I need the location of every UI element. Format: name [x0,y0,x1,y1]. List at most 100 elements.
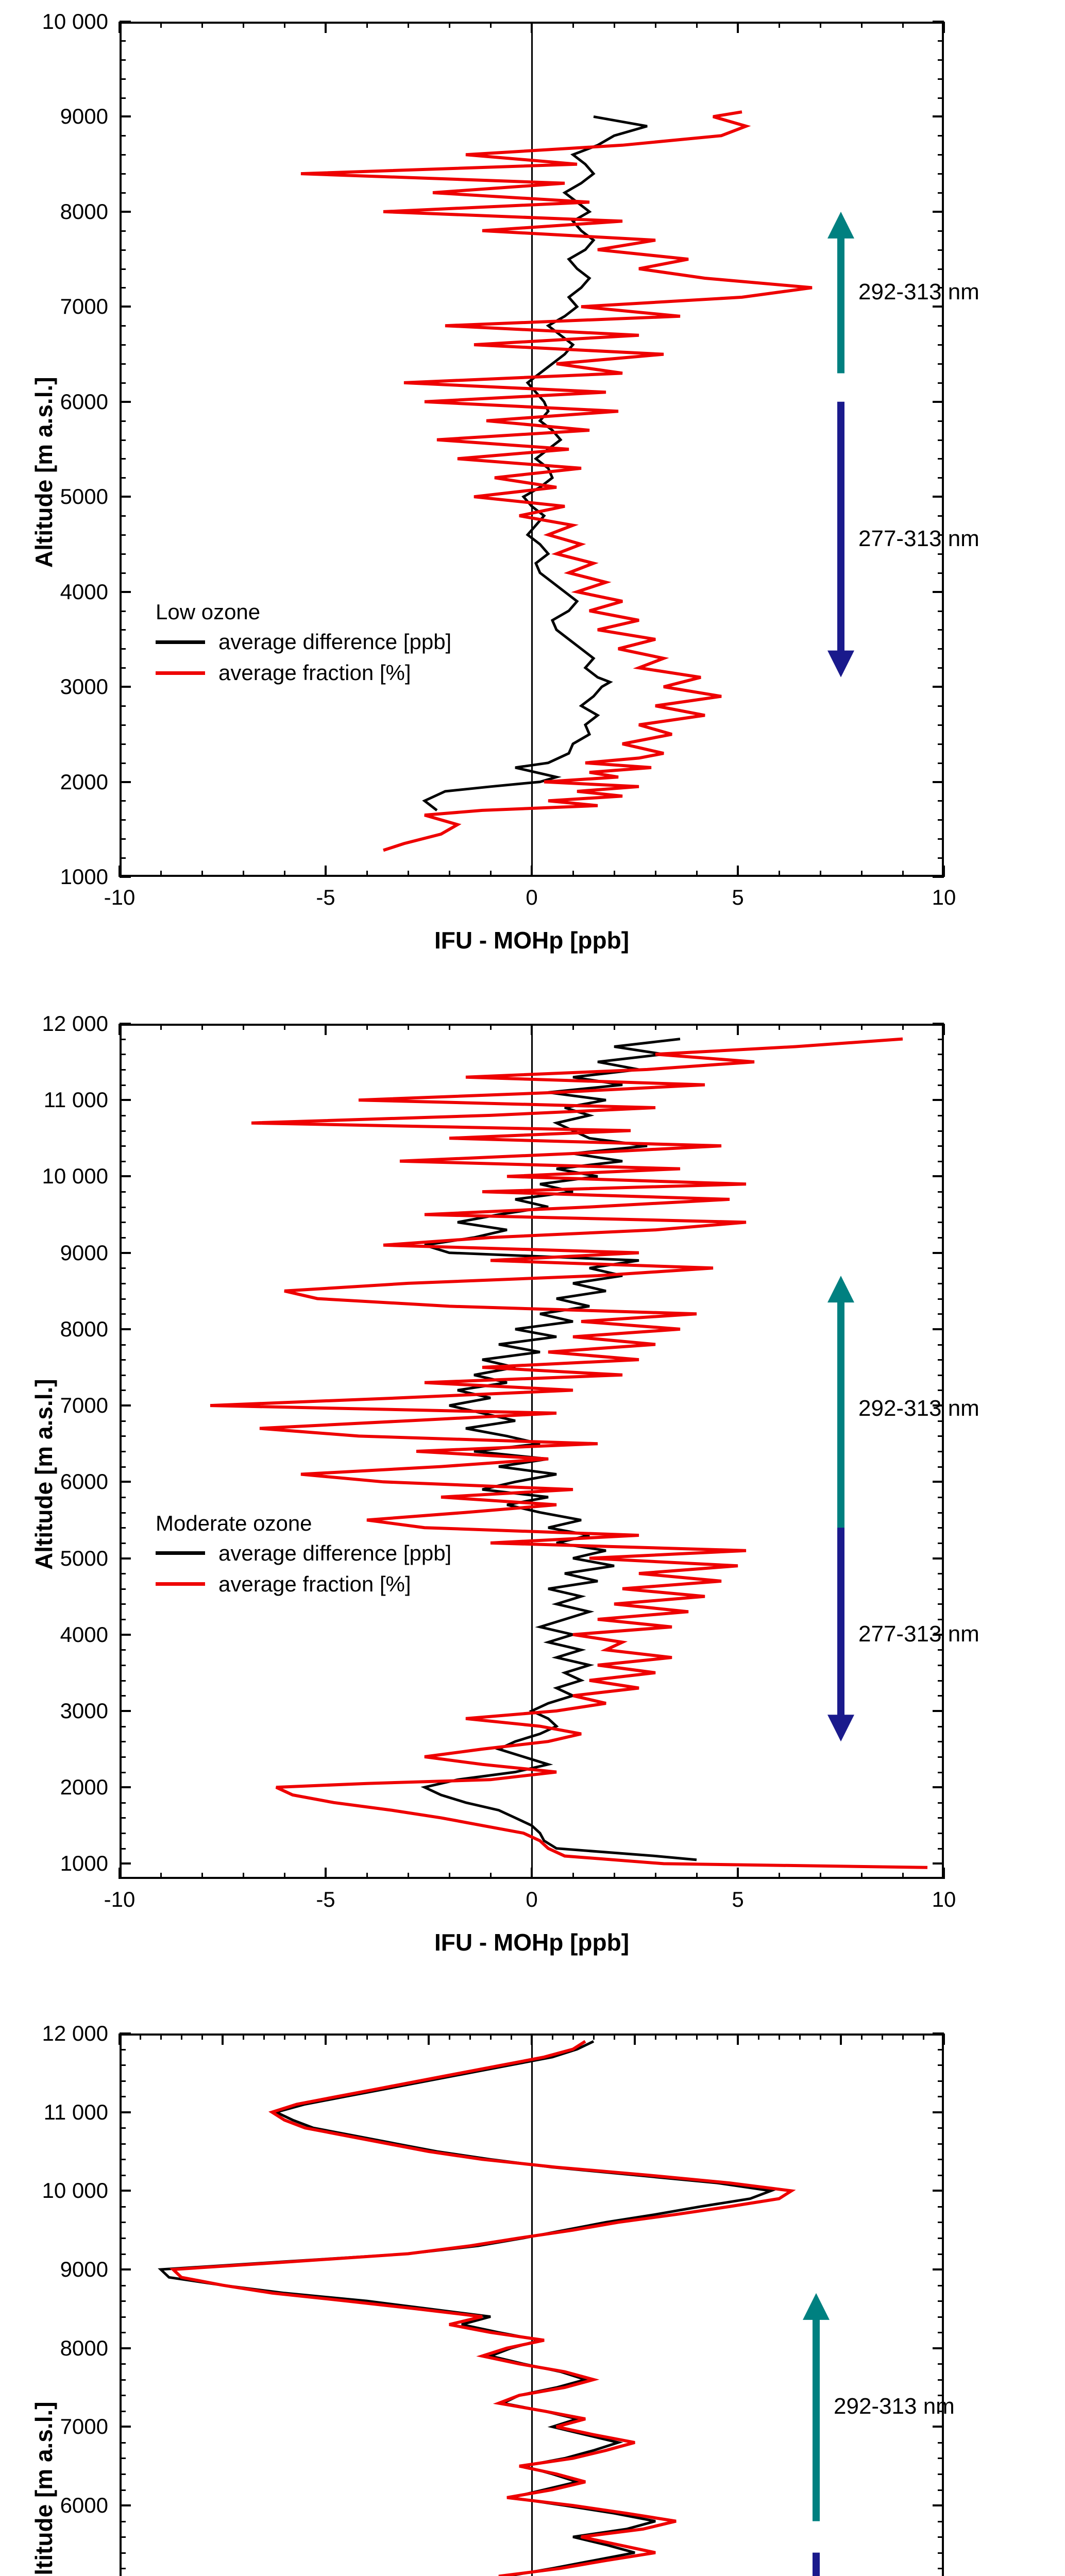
y-axis-minor-tick-right [938,800,944,802]
annotation-canvas [827,1276,854,1742]
y-axis-major-tick-right [933,210,944,213]
y-axis-minor-tick [120,1725,126,1727]
y-axis-minor-tick [120,1206,126,1208]
y-axis-minor-tick [120,1619,126,1621]
y-axis-minor-tick [120,1741,126,1743]
y-axis-minor-tick-right [938,1389,944,1392]
x-axis-minor-tick-top [779,1024,780,1030]
x-axis-major-tick-top [325,22,327,33]
y-axis-minor-tick-right [938,173,944,175]
x-axis-minor-tick-top [284,2033,285,2040]
y-axis-minor-tick-right [938,1833,944,1835]
annotation-canvas [827,211,854,677]
y-axis-minor-tick [120,325,126,327]
x-axis-major-tick [737,1868,739,1879]
x-axis-minor-tick [820,871,821,877]
y-axis-minor-tick-right [938,2395,944,2397]
x-axis-minor-tick-top [758,2033,759,2040]
y-axis-minor-tick [120,2410,126,2412]
series-line [420,1038,697,1861]
y-axis-minor-tick-right [938,1649,944,1651]
x-axis-tick-label: -5 [316,885,335,909]
series-line [210,1037,928,1869]
x-axis-minor-tick [366,1873,368,1879]
y-axis-minor-tick-right [938,230,944,232]
y-axis-minor-tick-right [938,553,944,555]
y-axis-minor-tick-right [938,648,944,650]
chart-panel-1: 1000 2000 3000 4000 5000 6000 7000 8000 9000 10 0… [0,0,1065,1002]
y-axis-minor-tick [120,610,126,612]
y-axis-major-tick-right [933,2190,944,2192]
y-axis-tick-label: 8000 [60,199,108,224]
y-axis-minor-tick [120,1817,126,1819]
y-axis-minor-tick [120,1344,126,1346]
legend-item[interactable]: average difference [ppb] [156,1540,452,1565]
x-axis-minor-tick-top [820,22,821,28]
y-axis-minor-tick [120,2536,126,2538]
series-line [300,110,813,852]
x-axis-minor-tick [614,871,615,877]
x-axis-minor-tick-top [614,2033,615,2040]
y-axis-minor-tick-right [938,1527,944,1529]
x-axis-minor-tick [490,1873,492,1879]
y-axis-minor-tick [120,2442,126,2444]
y-axis-minor-tick-right [938,59,944,61]
y-axis-minor-tick-right [938,1496,944,1498]
y-axis-major-tick [120,1175,131,1178]
x-axis-minor-tick [696,871,698,877]
y-axis-major-tick-right [933,1175,944,1178]
x-axis-minor-tick-top [243,22,244,28]
y-axis-minor-tick-right [938,249,944,251]
y-axis-minor-tick [120,344,126,346]
y-axis-minor-tick [120,1130,126,1132]
y-axis-major-tick [120,2426,131,2428]
y-axis-minor-tick-right [938,1588,944,1590]
x-axis-minor-tick-top [799,2033,801,2040]
annotation-arrow-head [827,1715,854,1742]
legend-item[interactable]: average fraction [%] [156,1573,451,1595]
legend-item-label: average difference [ppb] [218,1540,452,1565]
y-axis-minor-tick [120,515,126,517]
y-axis-minor-tick-right [938,268,944,270]
x-axis-minor-tick-top [201,1024,203,1030]
y-axis-minor-tick [120,1282,126,1284]
y-axis-minor-tick-right [938,1298,944,1300]
y-axis-minor-tick-right [938,2568,944,2570]
y-axis-major-tick [120,1557,131,1560]
legend-item[interactable]: average difference [ppb] [156,631,451,653]
y-axis-major-tick-right [933,1404,944,1407]
y-axis-tick-label: 9000 [60,104,108,129]
y-axis-tick-label: 9000 [60,2257,108,2282]
y-axis-minor-tick [120,819,126,821]
y-axis-minor-tick-right [938,819,944,821]
legend-item-label: average fraction [%] [218,660,411,685]
y-axis-minor-tick [120,2064,126,2066]
y-axis-major-tick [120,2504,131,2507]
x-axis-major-tick [943,866,945,877]
legend-item[interactable]: average fraction [%] [156,662,451,684]
legend-color-swatch [156,671,205,675]
y-axis-minor-tick [120,2143,126,2145]
y-axis-major-tick [120,1251,131,1254]
x-axis-major-tick-top [119,2033,121,2045]
y-axis-minor-tick [120,2489,126,2491]
y-axis-minor-tick [120,1114,126,1116]
y-axis-tick-label: 8000 [60,1316,108,1341]
x-axis-minor-tick-top [181,2033,182,2040]
y-axis-major-tick [120,1481,131,1483]
y-axis-minor-tick-right [938,439,944,441]
y-axis-minor-tick-right [938,1206,944,1208]
y-axis-major-tick-right [933,686,944,688]
x-axis-minor-tick-top [160,1024,162,1030]
y-axis-tick-label: 6000 [60,2493,108,2518]
x-axis-major-tick-top [737,2033,739,2045]
legend-item-label: average fraction [%] [218,1571,411,1596]
y-axis-major-tick-right [933,781,944,783]
y-axis-minor-tick-right [938,1374,944,1376]
y-axis-tick-label: 10 000 [42,1164,108,1189]
y-axis-major-tick [120,21,131,23]
x-axis-major-tick [943,1868,945,1879]
y-axis-minor-tick-right [938,2253,944,2255]
y-axis-minor-tick [120,154,126,156]
